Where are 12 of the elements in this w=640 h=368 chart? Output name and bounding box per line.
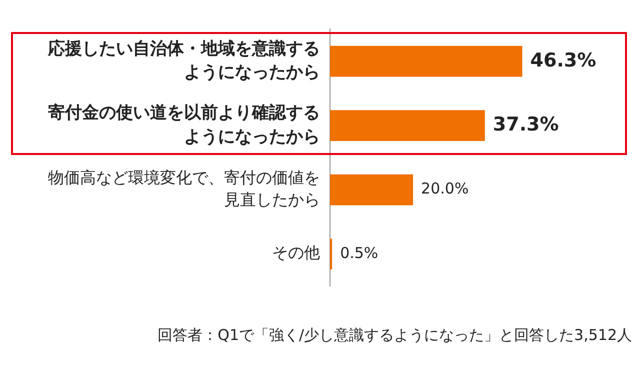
data-label: 20.0% — [421, 180, 469, 198]
bar — [330, 46, 522, 77]
y-tick-label: 寄付金の使い道を以前より確認するようになったから — [48, 103, 320, 147]
y-tick-label: 物価高など環境変化で、寄付の価値を見直したから — [48, 168, 320, 210]
text: 回答者：Q1で「強く/少し意識するようになった」と回答した3,512人 — [156, 326, 632, 345]
bar — [330, 110, 485, 141]
y-tick-label: その他 — [272, 243, 320, 262]
bar — [330, 174, 414, 206]
data-label: 37.3% — [492, 114, 559, 136]
data-label: 0.5% — [340, 244, 378, 262]
data-label: 46.3% — [530, 49, 596, 72]
y-tick-label: 応援したい自治体・地域を意識するようになったから — [47, 38, 320, 83]
